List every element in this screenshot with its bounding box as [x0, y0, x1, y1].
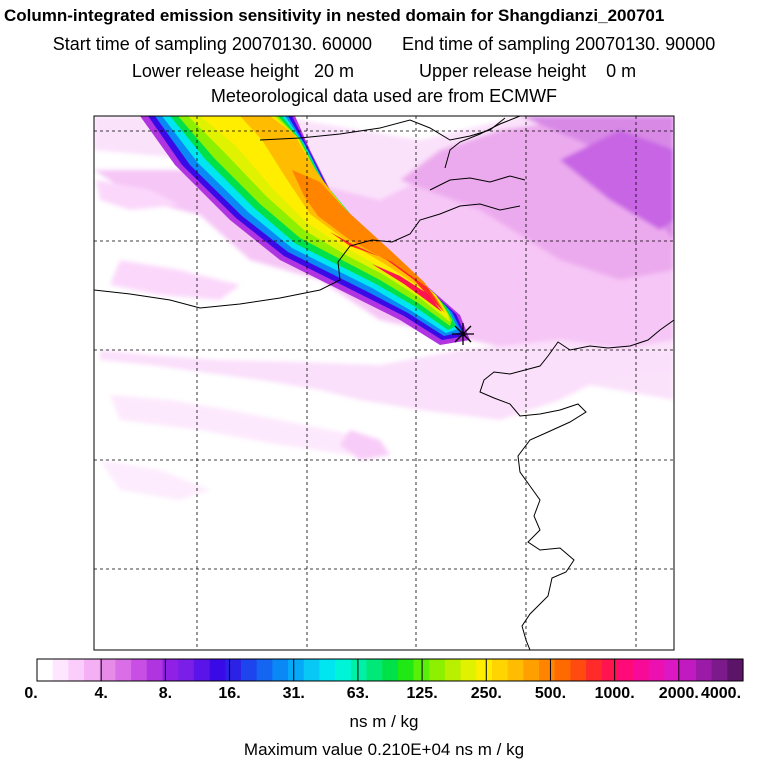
coastlines: [94, 116, 674, 650]
release-heights: Lower release height 20 m Upper release …: [0, 61, 768, 82]
release-upper: Upper release height 0 m: [419, 61, 637, 81]
colorbar-swatch: [84, 659, 101, 681]
colorbar-swatch: [225, 659, 242, 681]
colorbar-swatch: [695, 659, 713, 681]
colorbar-label: 4.: [94, 685, 108, 702]
colorbar-label: 4000.: [700, 685, 742, 702]
colorbar-swatch: [648, 659, 666, 681]
map-frame: [93, 115, 675, 651]
colorbar-swatch: [491, 659, 509, 681]
colorbar-swatch: [350, 659, 368, 681]
colorbar-swatch: [335, 659, 352, 681]
units-label: ns m / kg: [349, 712, 419, 731]
colorbar-swatch: [115, 659, 132, 681]
lat-lon-grid: [94, 116, 674, 650]
colorbar-label: 1000.: [594, 685, 635, 702]
sampling-times: Start time of sampling 20070130. 60000 E…: [0, 34, 768, 55]
colorbar-swatch: [52, 659, 69, 681]
colorbar-swatch: [539, 659, 556, 681]
colorbar-label: 125.: [406, 685, 438, 702]
colorbar-label: 0.: [24, 685, 38, 702]
colorbar-swatch: [633, 659, 650, 681]
colorbar-swatch: [586, 659, 603, 681]
maximum-value: Maximum value 0.210E+04 ns m / kg: [243, 740, 525, 759]
colorbar-swatch: [680, 659, 697, 681]
plume: [140, 116, 470, 345]
colorbar-swatch: [727, 659, 744, 681]
colorbar-swatch: [99, 659, 117, 681]
colorbar-label: 63.: [346, 685, 370, 702]
colorbar-label: 2000.: [658, 685, 699, 702]
colorbar-swatch: [601, 659, 619, 681]
colorbar-swatch: [507, 659, 524, 681]
colorbar-label: 500.: [534, 685, 567, 702]
colorbar-swatch: [303, 659, 320, 681]
plot-title: Column-integrated emission sensitivity i…: [4, 6, 665, 25]
colorbar: [36, 659, 744, 681]
colorbar-swatch: [570, 659, 587, 681]
colorbar-swatch: [162, 659, 179, 681]
colorbar-swatch: [429, 659, 446, 681]
met-data-note: Meteorological data used are from ECMWF: [210, 86, 558, 106]
colorbar-swatch: [554, 659, 572, 681]
colorbar-label: 250.: [470, 685, 502, 702]
colorbar-swatch: [146, 659, 164, 681]
colorbar-swatch: [617, 659, 634, 681]
colorbar-swatch: [476, 659, 493, 681]
colorbar-swatch: [209, 659, 226, 681]
colorbar-swatch: [193, 659, 211, 681]
colorbar-swatch: [178, 659, 195, 681]
release-lower: Lower release height 20 m: [131, 61, 354, 81]
sampling-start: Start time of sampling 20070130. 60000: [52, 34, 372, 54]
colorbar-swatch: [240, 659, 258, 681]
colorbar-swatch: [256, 659, 273, 681]
colorbar-label: 8.: [158, 685, 173, 702]
colorbar-swatch: [523, 659, 540, 681]
receptor-star-icon: [452, 323, 474, 345]
sensitivity-field: [94, 116, 674, 650]
colorbar-swatch: [444, 659, 462, 681]
colorbar-swatch: [382, 659, 399, 681]
colorbar-swatch: [460, 659, 477, 681]
colorbar-swatch: [131, 659, 148, 681]
colorbar-swatch: [272, 659, 289, 681]
colorbar-swatch: [366, 659, 383, 681]
colorbar-swatch: [664, 659, 681, 681]
colorbar-swatch: [288, 659, 305, 681]
colorbar-label: 31.: [282, 685, 305, 702]
colorbar-swatch: [37, 659, 54, 681]
colorbar-swatch: [68, 659, 85, 681]
sampling-end: End time of sampling 20070130. 90000: [402, 34, 716, 54]
colorbar-frame: [36, 658, 744, 682]
colorbar-swatch: [711, 659, 728, 681]
colorbar-swatch: [397, 659, 415, 681]
colorbar-swatch: [319, 659, 336, 681]
colorbar-label: 16.: [218, 685, 241, 702]
